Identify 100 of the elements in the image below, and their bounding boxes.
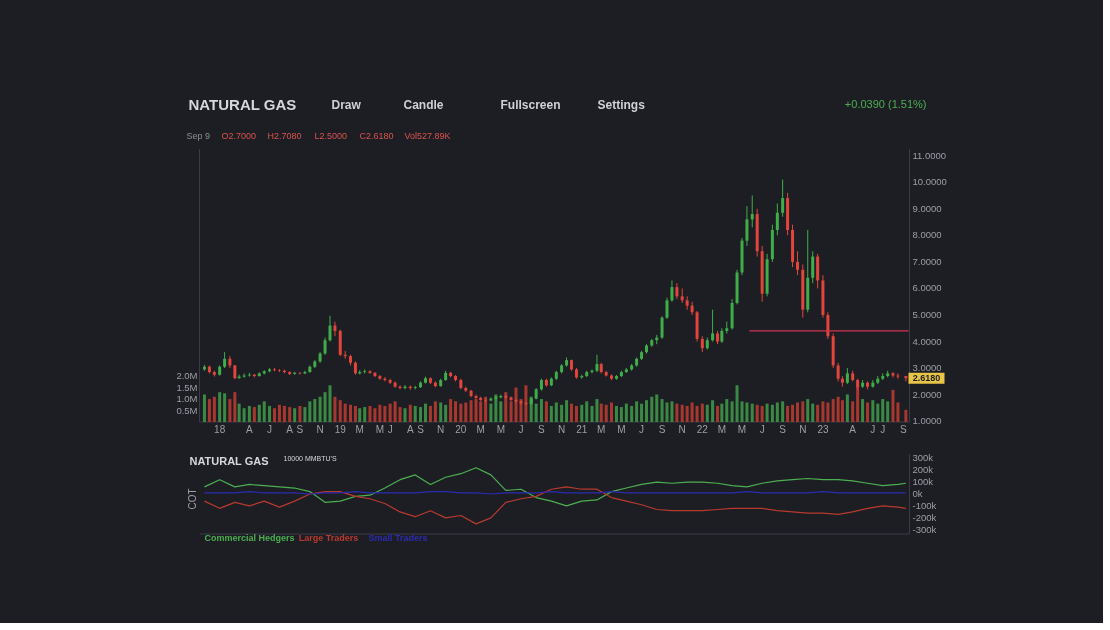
bar [716,405,720,422]
x-tick-label: J [880,424,886,435]
bar [755,404,759,422]
y-tick-label: 300k [912,452,934,464]
bar [775,402,779,422]
bar [791,404,795,422]
x-tick-label: M [597,424,606,435]
y-axis-title: COT [186,488,198,510]
bar [904,409,908,422]
y-tick-label: 4.0000 [912,335,942,347]
bar [896,402,900,422]
bar [247,405,251,422]
bar [403,408,407,422]
text: Sep 9 [186,131,211,141]
bar [223,393,227,422]
x-tick-label: N [678,424,686,435]
line-series [203,467,907,507]
chart-title: NATURAL GAS [189,454,269,467]
bar [580,404,584,422]
candlestick [368,369,372,375]
y-tick-label: 3.0000 [912,362,942,374]
bar [499,401,503,422]
candlestick [393,380,397,389]
candlestick [665,297,669,320]
bar [444,404,448,422]
bar [609,402,613,422]
bar [680,404,684,422]
bar [560,404,564,422]
bar [730,401,734,422]
bar [252,407,256,422]
x-tick-label: 21 [576,424,588,435]
text: Draw [331,98,362,112]
line-series [203,486,907,525]
bar [383,405,387,422]
bar [413,405,417,422]
bar [408,404,412,422]
candlestick [775,202,779,236]
y-tick-label: 2.0000 [912,388,942,400]
bar [781,401,785,422]
candlestick [781,179,785,218]
bar [298,405,302,422]
bar [303,407,307,422]
bar [218,392,222,422]
x-tick-label: 19 [334,424,347,435]
bar [614,405,618,422]
candlestick [519,399,523,406]
x-tick-label: N [316,424,324,435]
candlestick [750,194,754,228]
x-tick-label: A [406,424,414,435]
bar [554,402,558,422]
candlestick [811,250,815,284]
x-tick-label: 20 [455,424,467,435]
candlestick [474,394,478,400]
candlestick [711,309,715,343]
bar [604,404,608,422]
text: Commercial Hedgers [204,533,295,543]
x-tick-label: M [717,424,727,435]
bar [333,396,337,422]
bar [725,399,729,422]
text: +0.0390 (1.51%) [844,98,927,110]
candlestick [333,321,337,337]
y-tick-label: -300k [912,523,937,535]
bar [318,396,322,422]
bar [856,385,860,422]
bar [228,399,232,422]
text: O2.7000 [221,131,257,141]
bar [514,387,518,422]
bar [469,400,473,422]
bar [363,407,367,422]
candlestick [816,253,820,289]
bar [640,403,644,422]
x-tick-label: J [387,424,393,435]
bar [257,404,261,422]
y-tick-label: 11.0000 [912,149,947,161]
candlestick [896,372,900,380]
bar [459,403,463,422]
x-tick-label: S [417,424,425,435]
chart-title: NATURAL GAS [188,96,297,113]
y-tick-label: 5.0000 [912,308,942,320]
bar [570,403,574,422]
bar [871,400,875,422]
bar [585,401,589,422]
bar [479,401,483,422]
bar [876,403,880,422]
bar [534,403,538,422]
x-tick-label: M [496,424,505,435]
text: Large Traders [298,533,359,543]
bar [268,405,272,422]
x-tick-label: M [355,424,364,435]
bar [428,405,432,422]
bar [840,400,844,422]
bar [373,408,377,422]
bar [539,399,543,422]
bar [308,401,312,422]
bar [806,399,810,422]
bar [237,403,241,422]
bar [565,400,569,422]
bar [635,401,639,422]
bar [700,403,704,422]
x-tick-label: J [870,424,876,435]
